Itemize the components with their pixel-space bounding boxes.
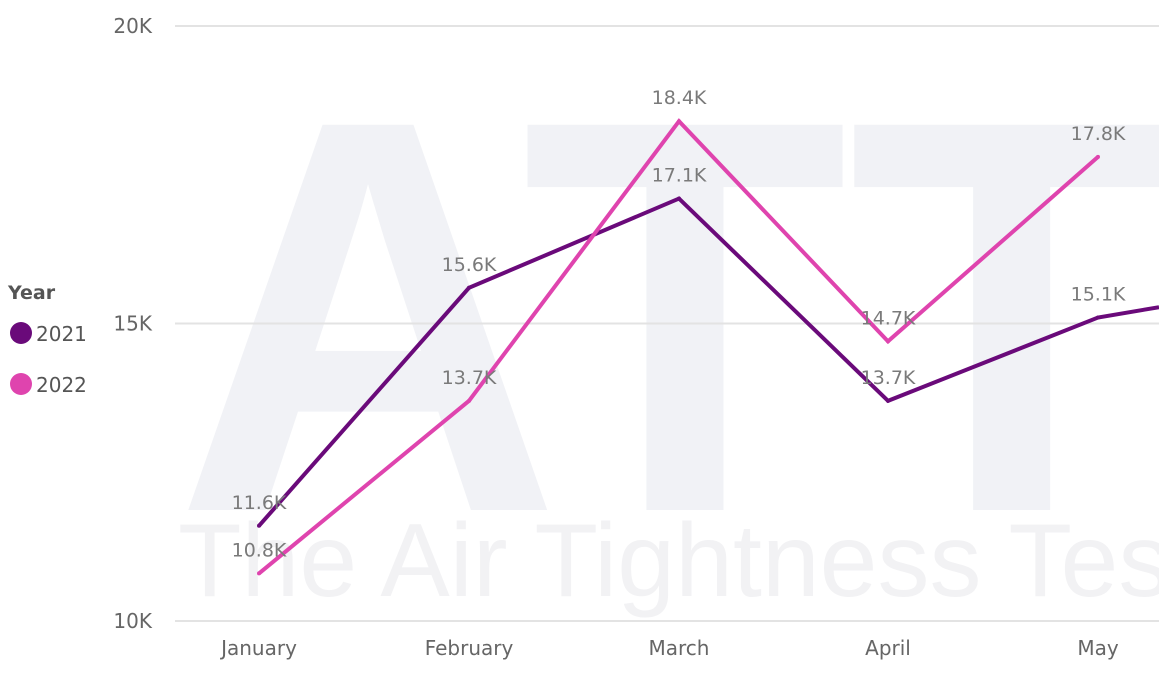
data-label-2022: 10.8K	[232, 539, 287, 561]
x-axis: January February March April May	[219, 636, 1119, 660]
data-point-2021[interactable]	[1096, 315, 1100, 320]
data-label-2022: 13.7K	[442, 367, 497, 389]
x-tick-label: February	[425, 636, 514, 660]
data-point-2021[interactable]	[467, 285, 471, 290]
data-point-2022[interactable]	[467, 398, 471, 403]
legend-title: Year	[7, 282, 56, 304]
data-point-2022[interactable]	[257, 571, 261, 576]
watermark-tagline: The Air Tightness Tes	[178, 503, 1159, 619]
x-tick-label: April	[865, 636, 911, 660]
legend-marker-2022[interactable]	[10, 373, 32, 395]
series-line-2021[interactable]	[257, 196, 1159, 528]
series-group	[257, 118, 1159, 576]
y-axis: 10K 15K 20K	[113, 14, 152, 633]
data-label-2021: 11.6K	[232, 492, 287, 514]
y-tick-label: 15K	[113, 312, 152, 336]
y-tick-label: 20K	[113, 14, 152, 38]
x-tick-label: May	[1077, 636, 1119, 660]
data-label-2021: 15.6K	[442, 254, 497, 276]
data-label-2021: 17.1K	[652, 165, 707, 187]
data-point-2021[interactable]	[257, 523, 261, 528]
data-label-2021: 13.7K	[861, 367, 916, 389]
data-point-2022[interactable]	[886, 339, 890, 344]
y-tick-label: 10K	[113, 609, 152, 633]
watermark: ATT The Air Tightness Tes	[175, 3, 1159, 629]
data-point-2021[interactable]	[886, 398, 890, 403]
watermark-logo: ATT	[175, 3, 1159, 629]
data-label-2022: 18.4K	[652, 87, 707, 109]
data-point-2022[interactable]	[1096, 154, 1100, 159]
data-label-2022: 17.8K	[1071, 123, 1126, 145]
legend: Year 2021 2022	[7, 282, 87, 397]
data-label-2022: 14.7K	[861, 307, 916, 329]
data-labels: 11.6K 15.6K 17.1K 13.7K 15.1K 10.8K 13.7K 18.4K…	[232, 87, 1126, 561]
gridlines	[175, 25, 1159, 622]
data-label-2021: 15.1K	[1071, 284, 1126, 306]
x-tick-label: March	[649, 636, 710, 660]
legend-label-2021[interactable]: 2021	[36, 322, 87, 346]
data-point-2022[interactable]	[677, 119, 681, 124]
legend-label-2022[interactable]: 2022	[36, 373, 87, 397]
x-tick-label: January	[219, 636, 297, 660]
legend-marker-2021[interactable]	[10, 322, 32, 344]
data-point-2021[interactable]	[677, 196, 681, 201]
